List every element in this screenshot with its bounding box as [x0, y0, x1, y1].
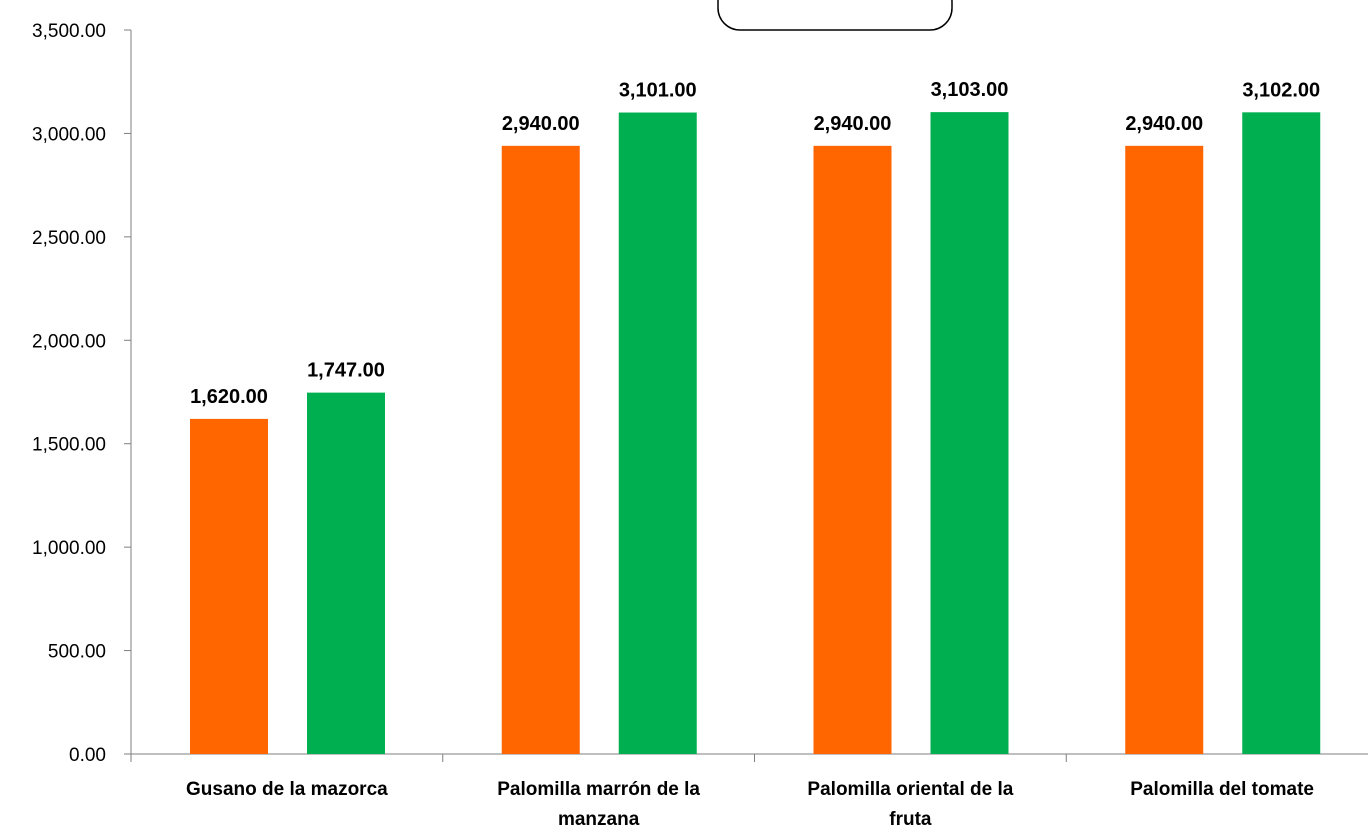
bar	[501, 145, 580, 755]
data-label: 3,101.00	[619, 80, 697, 102]
bar	[813, 145, 892, 755]
y-tick-label: 2,500.00	[32, 228, 106, 249]
bars	[190, 112, 1321, 755]
bar	[930, 112, 1009, 754]
data-label: 2,940.00	[1125, 113, 1203, 135]
data-label: 1,747.00	[307, 360, 385, 382]
data-label: 3,102.00	[1242, 79, 1320, 101]
y-tick-label: 3,500.00	[32, 21, 106, 42]
data-label: 1,620.00	[190, 386, 268, 408]
x-tick-label: Palomilla del tomate	[1130, 779, 1314, 800]
data-label: 2,940.00	[502, 113, 580, 135]
x-tick-label: Palomilla marrón de la	[497, 779, 700, 800]
x-tick-label: Palomilla oriental de la	[807, 779, 1013, 800]
y-tick-label: 3,000.00	[32, 124, 106, 145]
y-tick-label: 1,500.00	[32, 435, 106, 456]
y-tick-label: 500.00	[48, 642, 106, 663]
data-labels: 1,620.00 1,747.00 2,940.00 3,101.00 2,940.00…	[190, 79, 1320, 408]
bar	[190, 418, 268, 754]
bar	[307, 392, 385, 754]
x-tick-label: Gusano de la mazorca	[186, 779, 388, 800]
bar	[1242, 112, 1321, 754]
bar	[618, 112, 697, 754]
bar	[1125, 145, 1204, 755]
title-box	[717, 0, 953, 31]
x-tick-label: manzana	[558, 809, 640, 827]
y-axis: 0.00 500.00 1,000.00 1,500.00 2,000.00 2,500.…	[32, 21, 132, 766]
y-tick-label: 1,000.00	[32, 538, 106, 559]
x-tick-label: fruta	[889, 809, 932, 827]
data-label: 2,940.00	[814, 113, 892, 135]
data-label: 3,103.00	[931, 79, 1009, 101]
x-axis: Gusano de la mazorca Palomilla marrón de …	[130, 753, 1368, 827]
y-tick-label: 0.00	[69, 745, 106, 766]
y-tick-label: 2,000.00	[32, 331, 106, 352]
